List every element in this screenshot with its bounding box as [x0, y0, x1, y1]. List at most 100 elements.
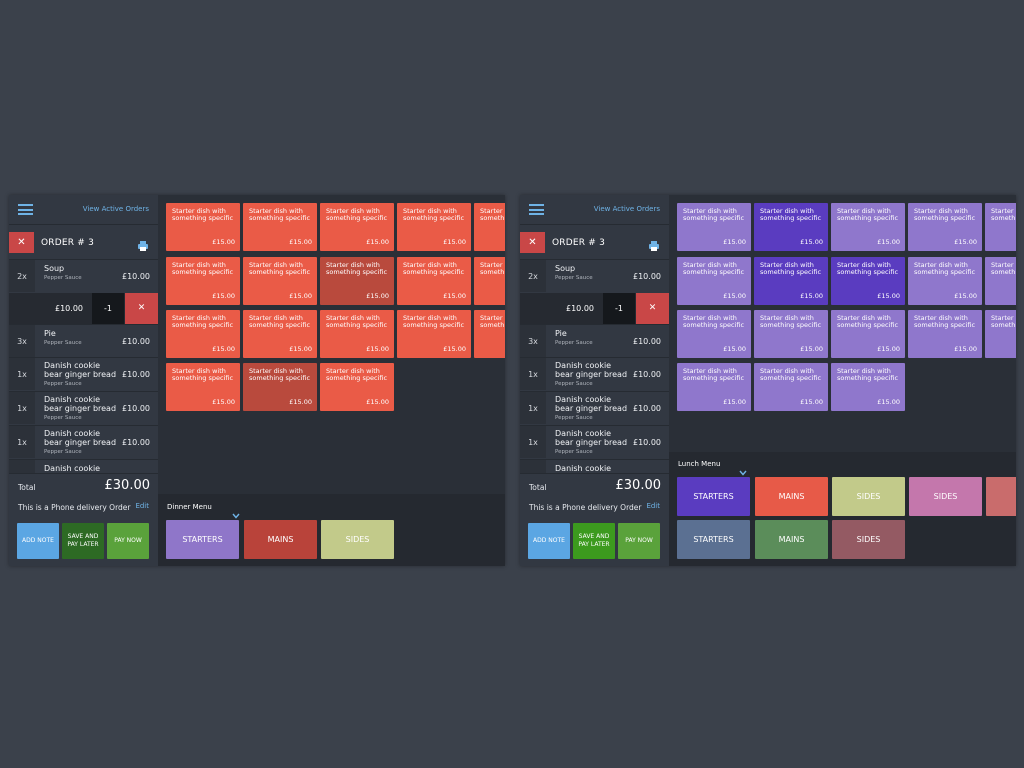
- order-item-row[interactable]: Danish cookie bear: [9, 459, 158, 482]
- menu-item-name: Starter dish with something specific: [172, 261, 234, 276]
- pay-now-button[interactable]: PAY NOW: [618, 523, 660, 559]
- menu-item-tile[interactable]: Starter dish with something specific£15.…: [320, 310, 394, 358]
- close-order-button[interactable]: ✕: [520, 232, 545, 253]
- menu-item-tile[interactable]: Starter dish with something specific£15.…: [243, 203, 317, 251]
- printer-icon[interactable]: [648, 237, 660, 251]
- menu-item-tile[interactable]: Starter dish with something specific£15.…: [474, 257, 505, 305]
- category-button[interactable]: STARTERS: [166, 520, 239, 559]
- menu-item-tile[interactable]: Starter dish with something specific£15.…: [320, 203, 394, 251]
- category-button[interactable]: SIDES: [321, 520, 394, 559]
- menu-item-tile[interactable]: Starter dish with something specific£15.…: [397, 257, 471, 305]
- menu-item-tile[interactable]: Starter dish with something specific£15.…: [166, 310, 240, 358]
- order-item-row[interactable]: 3x Pie Pepper Sauce £10.00: [520, 324, 669, 357]
- edit-price-field[interactable]: £10.00: [566, 304, 594, 313]
- order-item-row[interactable]: 1x Danish cookie bear ginger bread Pepper …: [520, 425, 669, 458]
- menu-item-tile[interactable]: Starter dish with something specific£15.…: [831, 363, 905, 411]
- add-note-button[interactable]: ADD NOTE: [528, 523, 570, 559]
- edit-delivery-link[interactable]: Edit: [646, 502, 660, 510]
- order-item-row[interactable]: 1x Danish cookie bear ginger bread Pepper …: [520, 357, 669, 390]
- order-item-row[interactable]: 2x Soup Pepper Sauce £10.00: [9, 259, 158, 292]
- menu-item-tile[interactable]: Starter dish with something specific£15.…: [166, 257, 240, 305]
- menu-item-tile[interactable]: Starter dish with something specific£15.…: [397, 310, 471, 358]
- menu-item-tile[interactable]: Starter dish with something specific£15.…: [166, 203, 240, 251]
- menu-item-tile[interactable]: Starter dish with something specific£15.…: [243, 257, 317, 305]
- save-and-pay-later-button[interactable]: SAVE AND PAY LATER: [573, 523, 615, 559]
- chevron-down-icon[interactable]: [739, 461, 747, 476]
- menu-item-tile[interactable]: Starter dish with something specific£15.…: [243, 310, 317, 358]
- order-item-row[interactable]: Danish cookie bear: [520, 459, 669, 482]
- edit-price-field[interactable]: £10.00: [55, 304, 83, 313]
- menu-item-tile[interactable]: Starter dish with something specific£15.…: [474, 310, 505, 358]
- item-quantity: 3x: [9, 325, 35, 357]
- category-button[interactable]: MAINS: [755, 520, 828, 559]
- menu-item-tile[interactable]: Starter dish with something specific£15.…: [677, 203, 751, 251]
- order-item-row[interactable]: 1x Danish cookie bear ginger bread Pepper …: [9, 357, 158, 390]
- menu-item-tile[interactable]: Starter dish with something specific£15.…: [908, 310, 982, 358]
- menu-item-tile[interactable]: Starter dish with something specific£15.…: [985, 203, 1016, 251]
- add-note-button[interactable]: ADD NOTE: [17, 523, 59, 559]
- menu-item-tile[interactable]: Starter dish with something specific£15.…: [754, 310, 828, 358]
- close-order-button[interactable]: ✕: [9, 232, 34, 253]
- view-active-orders-link[interactable]: View Active Orders: [593, 205, 660, 213]
- category-button[interactable]: MAINS: [244, 520, 317, 559]
- item-price: £10.00: [122, 370, 150, 379]
- menu-item-tile[interactable]: Starter dish with something specific£15.…: [831, 257, 905, 305]
- menu-item-name: Starter dish with something specific: [914, 207, 976, 222]
- menu-item-tile[interactable]: Starter dish with something specific£15.…: [397, 203, 471, 251]
- order-item-row[interactable]: 1x Danish cookie bear ginger bread Pepper …: [520, 391, 669, 424]
- menu-item-tile[interactable]: Starter dish with something specific£15.…: [243, 363, 317, 411]
- printer-icon[interactable]: [137, 237, 149, 251]
- decrement-button[interactable]: -1: [92, 293, 124, 324]
- menu-item-tile[interactable]: Starter dish with something specific£15.…: [677, 310, 751, 358]
- pos-screen-dinner: View Active Orders ✕ ORDER # 3 2x Soup Pepper…: [9, 195, 505, 566]
- item-name-text: Danish cookie bear ginger bread: [44, 395, 117, 413]
- menu-item-tile[interactable]: Starter dish with something specific£15.…: [831, 203, 905, 251]
- hamburger-menu-icon[interactable]: [18, 204, 33, 215]
- menu-item-name: Starter dish with something specific: [326, 314, 388, 329]
- menu-item-tile[interactable]: Starter dish with something specific£15.…: [985, 310, 1016, 358]
- menu-item-tile[interactable]: Starter dish with something specific£15.…: [677, 257, 751, 305]
- menu-selector[interactable]: Lunch Menu: [669, 453, 1016, 476]
- menu-item-tile[interactable]: Starter dish with something specific£15.…: [320, 363, 394, 411]
- item-name: Pie Pepper Sauce: [44, 329, 119, 348]
- hamburger-menu-icon[interactable]: [529, 204, 544, 215]
- menu-item-tile[interactable]: Starter dish with something specific£15.…: [754, 203, 828, 251]
- order-item-row[interactable]: 1x Danish cookie bear ginger bread Pepper …: [9, 391, 158, 424]
- order-item-row[interactable]: 1x Danish cookie bear ginger bread Pepper …: [9, 425, 158, 458]
- category-button[interactable]: [986, 477, 1016, 516]
- menu-item-price: £15.00: [954, 238, 977, 246]
- view-active-orders-link[interactable]: View Active Orders: [82, 205, 149, 213]
- item-quantity: 1x: [520, 426, 546, 458]
- remove-item-button[interactable]: ✕: [636, 293, 669, 324]
- category-button[interactable]: SIDES: [909, 477, 982, 516]
- total-label: Total: [18, 483, 36, 492]
- order-item-row[interactable]: 2x Soup Pepper Sauce £10.00: [520, 259, 669, 292]
- decrement-button[interactable]: -1: [603, 293, 635, 324]
- menu-item-tile[interactable]: Starter dish with something specific£15.…: [831, 310, 905, 358]
- menu-item-tile[interactable]: Starter dish with something specific£15.…: [754, 363, 828, 411]
- remove-item-button[interactable]: ✕: [125, 293, 158, 324]
- menu-item-tile[interactable]: Starter dish with something specific £15.…: [908, 203, 982, 251]
- pay-now-button[interactable]: PAY NOW: [107, 523, 149, 559]
- menu-item-tile[interactable]: Starter dish with something specific£15.…: [985, 257, 1016, 305]
- category-button[interactable]: SIDES: [832, 477, 905, 516]
- category-button[interactable]: MAINS: [755, 477, 828, 516]
- menu-item-tile[interactable]: Starter dish with something specific£15.…: [908, 257, 982, 305]
- order-sidebar: View Active Orders ✕ ORDER # 3 2x Soup Pepper…: [9, 195, 158, 566]
- menu-item-tile[interactable]: Starter dish with something specific£15.…: [166, 363, 240, 411]
- item-name-text: Danish cookie bear ginger bread: [555, 395, 628, 413]
- category-button[interactable]: STARTERS: [677, 520, 750, 559]
- order-item-row[interactable]: 3x Pie Pepper Sauce £10.00: [9, 324, 158, 357]
- menu-selector[interactable]: Dinner Menu: [158, 496, 505, 519]
- menu-item-tile[interactable]: Starter dish with something specific£15.…: [677, 363, 751, 411]
- edit-delivery-link[interactable]: Edit: [135, 502, 149, 510]
- category-button[interactable]: STARTERS: [677, 477, 750, 516]
- category-button[interactable]: SIDES: [832, 520, 905, 559]
- chevron-down-icon[interactable]: [232, 504, 240, 519]
- menu-item-tile[interactable]: Starter dish with something specific£15.…: [320, 257, 394, 305]
- save-and-pay-later-button[interactable]: SAVE AND PAY LATER: [62, 523, 104, 559]
- menu-item-tile[interactable]: Starter dish with something specific£15.…: [474, 203, 505, 251]
- menu-item-name: Starter dish with something specific: [172, 367, 234, 382]
- menu-item-price: £15.00: [877, 345, 900, 353]
- menu-item-tile[interactable]: Starter dish with something specific£15.…: [754, 257, 828, 305]
